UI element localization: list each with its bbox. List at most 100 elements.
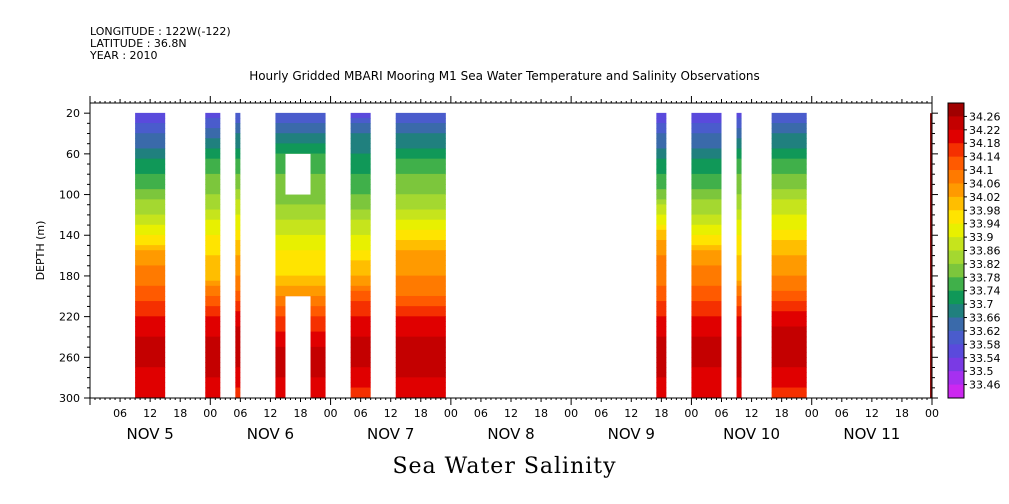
salinity-cell [135,123,166,129]
salinity-cell [350,295,371,302]
salinity-cell [656,138,667,144]
salinity-cell [350,321,371,328]
salinity-cell [656,234,667,241]
salinity-cell [736,387,742,394]
salinity-cell [771,285,807,292]
salinity-cell [691,148,722,155]
salinity-cell [235,214,241,221]
salinity-cell [395,321,446,328]
x-tick-label: 06 [715,407,729,420]
salinity-cell [205,351,221,358]
salinity-cell [350,346,371,353]
x-tick-label: 06 [835,407,849,420]
salinity-cell [205,357,221,363]
salinity-cell [691,173,722,180]
salinity-cell [350,331,371,338]
salinity-cell [736,184,742,190]
data-block [235,112,241,399]
salinity-cell [691,290,722,297]
salinity-cell [395,148,446,155]
salinity-cell [691,168,722,175]
salinity-cell [736,346,742,353]
salinity-cell [205,224,221,231]
x-tick-label: 12 [745,407,759,420]
salinity-cell [275,194,326,200]
salinity-cell [736,158,742,165]
x-tick-label: 06 [233,407,247,420]
salinity-cell [235,346,241,353]
salinity-cell [771,143,807,150]
salinity-cell [691,255,722,261]
salinity-cell [771,321,807,328]
day-label: NOV 6 [247,425,294,443]
salinity-cell [235,270,241,277]
salinity-cell [691,204,722,211]
salinity-cell [395,245,446,251]
salinity-cell [350,234,371,241]
salinity-cell [656,143,667,150]
salinity-cell [395,362,446,368]
salinity-cell [736,372,742,378]
salinity-cell [771,133,807,139]
salinity-cell [135,265,166,272]
salinity-cell [656,301,667,307]
salinity-cell [205,214,221,221]
salinity-cell [771,265,807,272]
colorbar-label: 34.1 [969,164,994,177]
colorbar-label: 33.66 [969,312,1001,325]
salinity-cell [205,138,221,144]
salinity-cell [691,153,722,160]
salinity-cell [205,250,221,256]
salinity-cell [691,377,722,384]
axes: 06 12 18 00 06 12 18 00 06 12 18 00 06 12 18 00 06 12 18 00… [34,96,939,443]
salinity-cell [205,387,221,394]
salinity-cell [235,123,241,129]
salinity-cell [275,138,326,144]
salinity-cell [235,275,241,282]
salinity-cell [205,184,221,190]
salinity-cell [656,178,667,185]
salinity-cell [771,189,807,195]
salinity-cell [395,224,446,231]
salinity-cell [736,240,742,246]
salinity-cell [235,153,241,160]
salinity-cell [235,194,241,200]
salinity-cell [350,357,371,363]
salinity-cell [235,295,241,302]
salinity-cell [205,255,221,261]
salinity-cell [656,117,667,124]
day-label: NOV 8 [487,425,534,443]
salinity-cell [656,372,667,378]
salinity-cell [350,194,371,200]
salinity-cell [350,285,371,292]
salinity-cell [205,229,221,236]
salinity-cell [771,326,807,333]
y-tick-label: 260 [59,351,80,364]
salinity-cell [771,275,807,282]
x-tick-label: 06 [594,407,608,420]
colorbar-label: 33.62 [969,325,1001,338]
salinity-cell [656,153,667,160]
salinity-cell [395,382,446,389]
salinity-cell [350,214,371,221]
year-label: YEAR : 2010 [90,49,158,62]
salinity-cell [736,280,742,287]
x-tick-label: 18 [414,407,428,420]
colorbar-swatch [948,223,964,238]
salinity-cell [235,321,241,328]
salinity-cell [656,311,667,317]
salinity-cell [771,382,807,389]
salinity-cell [395,199,446,206]
salinity-cell [656,148,667,155]
salinity-cell [135,306,166,312]
salinity-cell [691,260,722,267]
salinity-cell [395,285,446,292]
salinity-cell [205,311,221,317]
salinity-cell [691,189,722,195]
salinity-cell [235,351,241,358]
salinity-cell [205,362,221,368]
colorbar-label: 34.14 [969,151,1001,164]
salinity-edge [930,113,932,398]
colorbar-label: 33.94 [969,218,1001,231]
salinity-cell [771,219,807,226]
